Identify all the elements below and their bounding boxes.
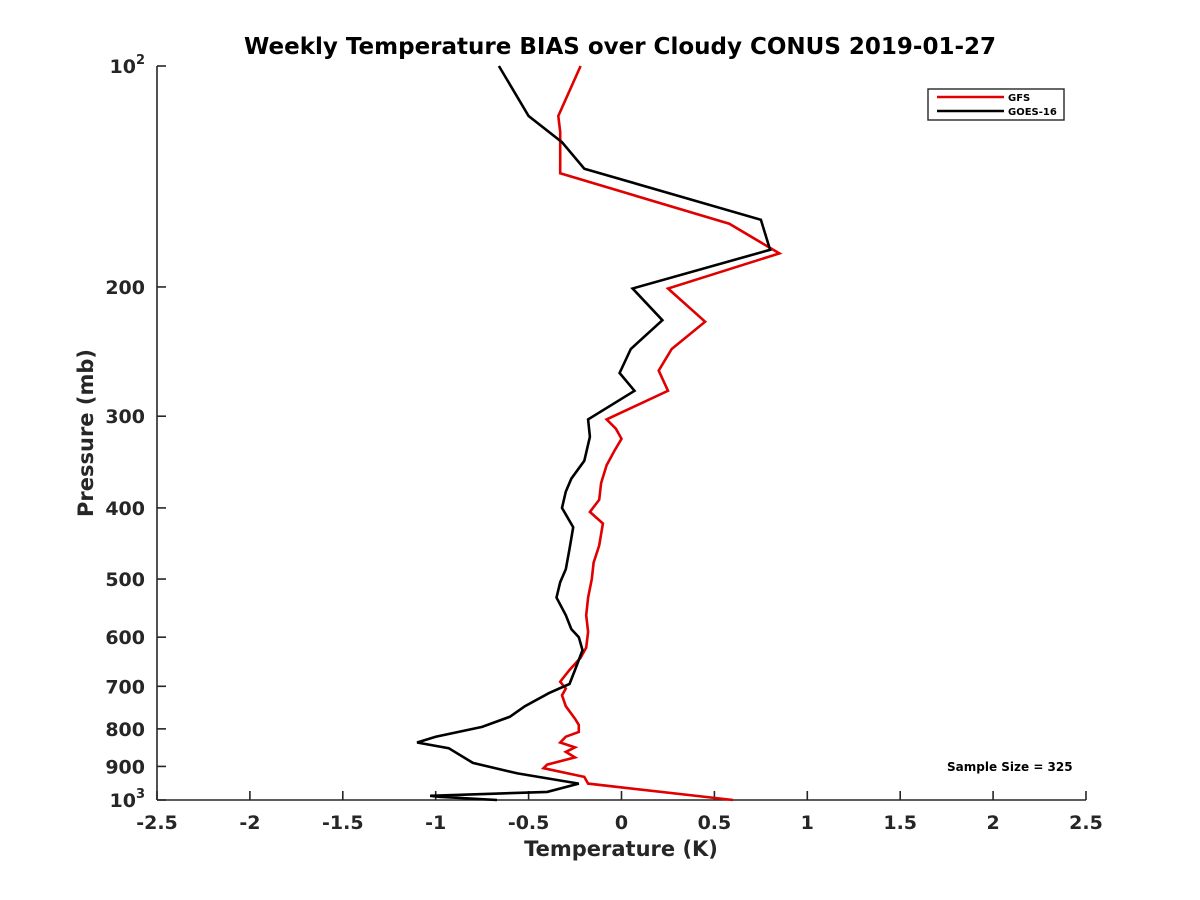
y-tick-label: 103 — [110, 787, 146, 812]
y-tick-base: 10 — [110, 56, 136, 78]
y-tick-label: 500 — [105, 569, 145, 591]
x-tick-label: 0 — [615, 812, 628, 834]
x-tick-label: -2 — [239, 812, 260, 834]
y-tick-label: 800 — [105, 719, 145, 741]
legend-label-gfs: GFS — [1008, 93, 1030, 104]
legend-label-goes16: GOES-16 — [1008, 107, 1057, 118]
y-tick-label: 400 — [105, 498, 145, 520]
y-tick-base: 10 — [110, 790, 136, 812]
chart-title: Weekly Temperature BIAS over Cloudy CONU… — [244, 34, 996, 60]
x-tick-label: 1 — [801, 812, 814, 834]
y-tick-label: 300 — [105, 406, 145, 428]
series-lines — [416, 65, 783, 802]
y-tick-exponent: 3 — [136, 787, 145, 802]
x-tick-label: -2.5 — [136, 812, 178, 834]
sample-size-annotation: Sample Size = 325 — [947, 760, 1073, 774]
x-tick-label: 2.5 — [1069, 812, 1103, 834]
y-tick-label: 102 — [110, 53, 146, 78]
legend: GFS GOES-16 — [927, 88, 1065, 121]
y-tick-label: 600 — [105, 627, 145, 649]
y-tick-label: 200 — [105, 277, 145, 299]
x-ticks: -2.5 -2 -1.5 -1 -0.5 0 0.5 1 1.5 2 2.5 — [136, 791, 1103, 834]
series-line-goes-16 — [416, 65, 772, 802]
x-tick-label: 2 — [986, 812, 999, 834]
legend-box — [927, 88, 1065, 121]
x-axis-label: Temperature (K) — [524, 837, 718, 861]
x-tick-label: -1.5 — [322, 812, 364, 834]
y-tick-label: 900 — [105, 756, 145, 778]
series-line-gfs — [540, 65, 783, 802]
plot-area: -2.5 -2 -1.5 -1 -0.5 0 0.5 1 1.5 2 2.5 10220030040… — [105, 53, 1103, 834]
x-tick-label: 0.5 — [698, 812, 732, 834]
x-tick-label: -0.5 — [508, 812, 550, 834]
y-tick-label: 700 — [105, 676, 145, 698]
y-axis-label: Pressure (mb) — [74, 349, 98, 517]
x-tick-label: 1.5 — [883, 812, 917, 834]
x-tick-label: -1 — [425, 812, 446, 834]
y-tick-exponent: 2 — [136, 53, 145, 68]
